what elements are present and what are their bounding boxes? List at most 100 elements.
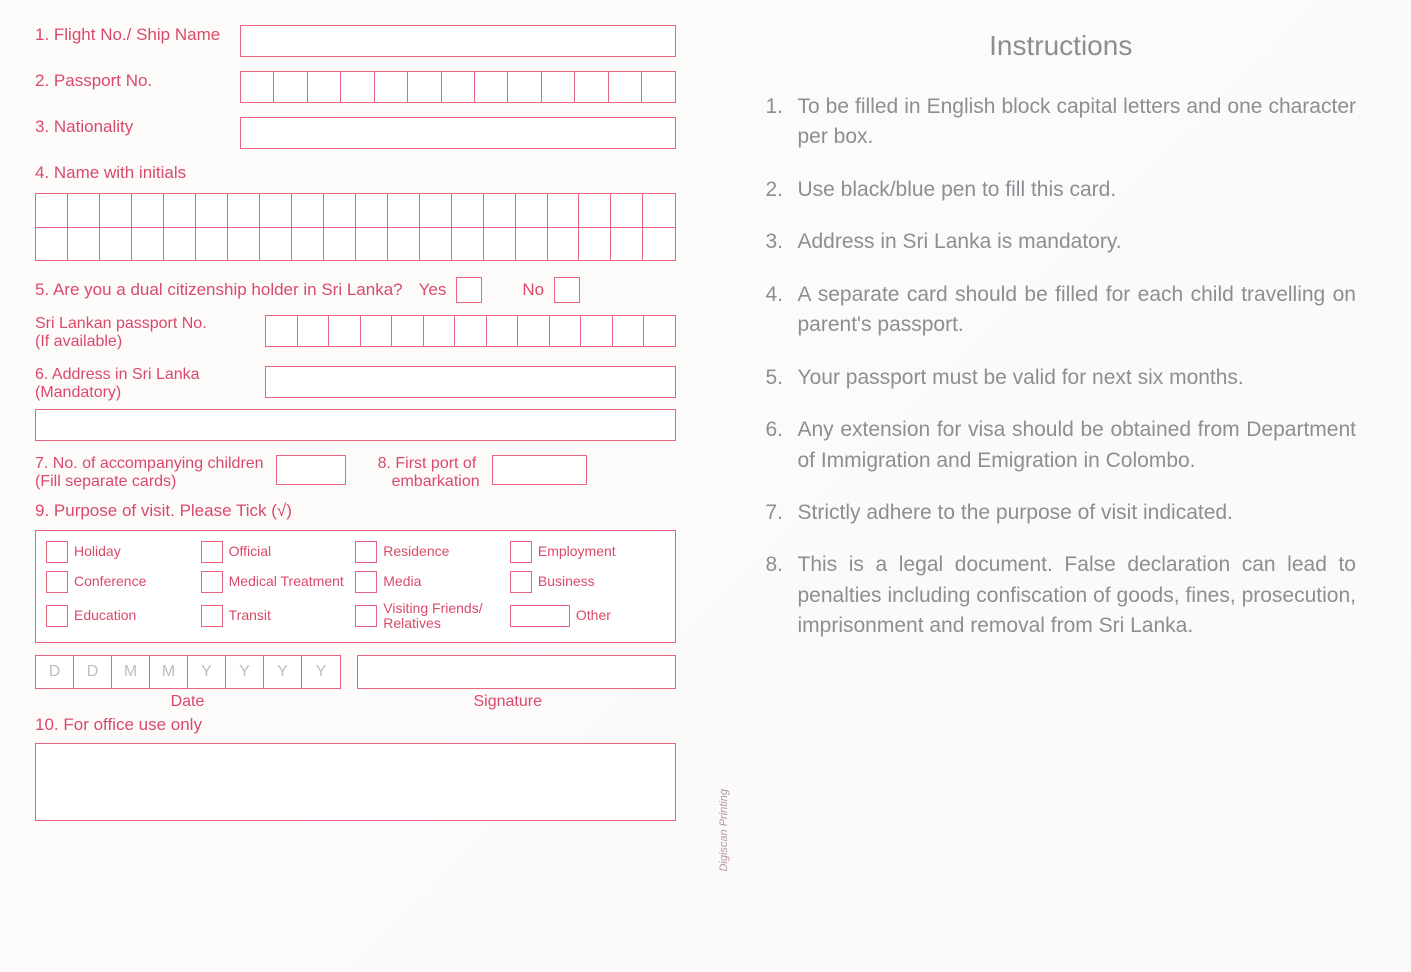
name-cell[interactable] (643, 194, 674, 227)
date-cell[interactable]: M (112, 656, 150, 688)
name-cell[interactable] (132, 194, 164, 227)
passport-cell[interactable] (408, 72, 441, 102)
purpose-checkbox[interactable] (355, 541, 377, 563)
purpose-checkbox[interactable] (201, 571, 223, 593)
name-cell[interactable] (643, 228, 674, 260)
name-cell[interactable] (388, 228, 420, 260)
name-cell[interactable] (36, 228, 68, 260)
input-children[interactable] (276, 455, 346, 485)
purpose-checkbox[interactable] (355, 605, 377, 627)
passport-cell[interactable] (341, 72, 374, 102)
name-cell[interactable] (100, 194, 132, 227)
input-signature[interactable] (357, 655, 676, 689)
sl-passport-cell[interactable] (392, 316, 424, 346)
name-cell[interactable] (164, 228, 196, 260)
passport-cell[interactable] (375, 72, 408, 102)
input-address-2[interactable] (35, 409, 676, 441)
sl-passport-cell[interactable] (455, 316, 487, 346)
sl-passport-cell[interactable] (644, 316, 675, 346)
date-cell[interactable]: Y (226, 656, 264, 688)
name-cell[interactable] (324, 228, 356, 260)
name-cell[interactable] (292, 228, 324, 260)
passport-cell[interactable] (308, 72, 341, 102)
date-cell[interactable]: D (36, 656, 74, 688)
sl-passport-cell[interactable] (329, 316, 361, 346)
name-row[interactable] (35, 227, 676, 261)
sl-passport-cell[interactable] (424, 316, 456, 346)
purpose-checkbox[interactable] (46, 605, 68, 627)
sl-passport-cell[interactable] (581, 316, 613, 346)
purpose-checkbox[interactable] (510, 571, 532, 593)
input-name-cells[interactable] (35, 193, 676, 261)
input-port[interactable] (492, 455, 587, 485)
passport-cell[interactable] (609, 72, 642, 102)
name-cell[interactable] (548, 228, 580, 260)
input-address-1[interactable] (265, 366, 676, 398)
name-cell[interactable] (260, 228, 292, 260)
passport-cell[interactable] (241, 72, 274, 102)
input-flight[interactable] (240, 25, 676, 57)
name-cell[interactable] (452, 228, 484, 260)
name-cell[interactable] (164, 194, 196, 227)
name-row[interactable] (35, 193, 676, 227)
name-cell[interactable] (579, 194, 611, 227)
passport-cell[interactable] (642, 72, 674, 102)
name-cell[interactable] (260, 194, 292, 227)
name-cell[interactable] (356, 194, 388, 227)
name-cell[interactable] (196, 194, 228, 227)
date-cell[interactable]: Y (188, 656, 226, 688)
sl-passport-cell[interactable] (487, 316, 519, 346)
passport-cell[interactable] (575, 72, 608, 102)
passport-cell[interactable] (475, 72, 508, 102)
input-sl-passport-cells[interactable] (265, 315, 676, 347)
checkbox-yes[interactable] (456, 277, 482, 303)
name-cell[interactable] (548, 194, 580, 227)
name-cell[interactable] (579, 228, 611, 260)
name-cell[interactable] (132, 228, 164, 260)
name-cell[interactable] (324, 194, 356, 227)
name-cell[interactable] (36, 194, 68, 227)
sl-passport-cell[interactable] (266, 316, 298, 346)
name-cell[interactable] (196, 228, 228, 260)
sl-passport-cell[interactable] (518, 316, 550, 346)
name-cell[interactable] (292, 194, 324, 227)
sl-passport-cell[interactable] (361, 316, 393, 346)
checkbox-no[interactable] (554, 277, 580, 303)
name-cell[interactable] (420, 228, 452, 260)
name-cell[interactable] (484, 228, 516, 260)
passport-cell[interactable] (508, 72, 541, 102)
sl-passport-cell[interactable] (613, 316, 645, 346)
name-cell[interactable] (356, 228, 388, 260)
purpose-checkbox[interactable] (201, 541, 223, 563)
name-cell[interactable] (100, 228, 132, 260)
date-cell[interactable]: M (150, 656, 188, 688)
name-cell[interactable] (68, 194, 100, 227)
passport-cell[interactable] (442, 72, 475, 102)
purpose-checkbox[interactable] (46, 541, 68, 563)
input-nationality[interactable] (240, 117, 676, 149)
passport-cell[interactable] (542, 72, 575, 102)
date-cell[interactable]: D (74, 656, 112, 688)
name-cell[interactable] (516, 228, 548, 260)
purpose-checkbox[interactable] (510, 541, 532, 563)
input-passport-cells[interactable] (240, 71, 676, 103)
name-cell[interactable] (611, 194, 643, 227)
name-cell[interactable] (452, 194, 484, 227)
passport-cell[interactable] (274, 72, 307, 102)
date-cell[interactable]: Y (264, 656, 302, 688)
name-cell[interactable] (420, 194, 452, 227)
name-cell[interactable] (228, 194, 260, 227)
purpose-checkbox[interactable] (46, 571, 68, 593)
name-cell[interactable] (68, 228, 100, 260)
name-cell[interactable] (516, 194, 548, 227)
name-cell[interactable] (611, 228, 643, 260)
purpose-checkbox[interactable] (201, 605, 223, 627)
sl-passport-cell[interactable] (550, 316, 582, 346)
purpose-checkbox[interactable] (510, 605, 570, 627)
name-cell[interactable] (484, 194, 516, 227)
purpose-checkbox[interactable] (355, 571, 377, 593)
date-cell[interactable]: Y (302, 656, 340, 688)
input-date-cells[interactable]: DDMMYYYY (35, 655, 341, 689)
sl-passport-cell[interactable] (298, 316, 330, 346)
name-cell[interactable] (228, 228, 260, 260)
